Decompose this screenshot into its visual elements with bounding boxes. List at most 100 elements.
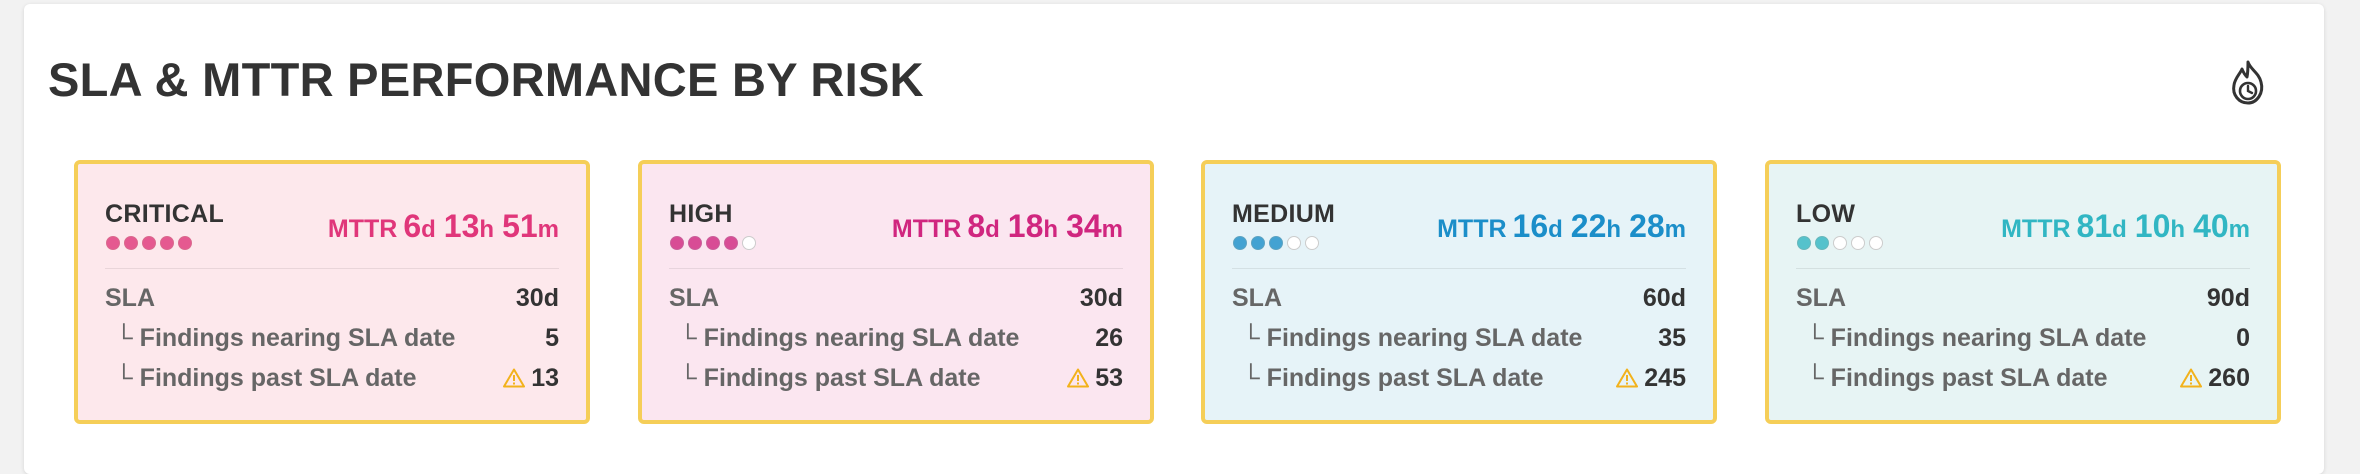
nearing-sla-row[interactable]: └ Findings nearing SLA date 26 [669,324,1123,353]
past-sla-value: 260 [2208,364,2250,392]
sla-value: 90d [2206,284,2250,312]
risk-level-dots [670,236,756,250]
mttr-days: 8 [967,208,986,244]
sla-label: SLA [669,284,719,312]
tree-branch-icon: └ [115,324,133,352]
mttr-hours: 10 [2134,208,2171,244]
tree-branch-icon: └ [1806,324,1824,352]
risk-dot-filled [1251,236,1265,250]
unit-hours: h [1043,216,1059,243]
nearing-sla-label: Findings nearing SLA date [1266,324,1583,352]
risk-dot-filled [1797,236,1811,250]
risk-dot-filled [1815,236,1829,250]
past-sla-label: Findings past SLA date [139,364,417,392]
nearing-sla-value: 35 [1658,324,1686,352]
past-sla-row[interactable]: └ Findings past SLA date 53 [669,364,1123,393]
risk-dot-filled [160,236,174,250]
mttr-value: MTTR 81d 10h 40m [2001,208,2250,245]
panel-title: SLA & MTTR PERFORMANCE BY RISK [48,53,924,106]
nearing-sla-value: 0 [2236,324,2250,352]
unit-days: d [421,216,436,243]
past-sla-row[interactable]: └ Findings past SLA date 13 [105,364,559,393]
sla-row: SLA 60d [1232,284,1686,313]
mttr-label: MTTR [327,215,398,243]
nearing-sla-row[interactable]: └ Findings nearing SLA date 5 [105,324,559,353]
unit-minutes: m [1664,216,1686,243]
mttr-label: MTTR [2001,215,2071,243]
risk-card-low[interactable]: LOW MTTR 81d 10h 40m SLA 90d └ Findings nea… [1765,160,2281,424]
risk-dot-filled [106,236,120,250]
flame-clock-icon[interactable] [2226,59,2270,107]
divider [1796,268,2250,269]
past-sla-value: 13 [531,364,559,392]
risk-dot-filled [1269,236,1283,250]
risk-dot-empty [742,236,756,250]
risk-dot-empty [1833,236,1847,250]
past-sla-row[interactable]: └ Findings past SLA date 260 [1796,364,2250,393]
unit-hours: h [2170,216,2186,243]
past-sla-value-wrap: 53 [1067,364,1123,393]
mttr-label: MTTR [1437,215,1507,243]
divider [1232,268,1686,269]
unit-days: d [1548,216,1563,243]
past-sla-value: 245 [1644,364,1686,392]
mttr-minutes: 51 [502,208,538,244]
warning-triangle-icon [1616,368,1639,388]
risk-name: MEDIUM [1232,200,1336,228]
unit-days: d [985,216,1000,243]
nearing-sla-value: 5 [545,324,559,352]
mttr-hours: 18 [1007,208,1044,244]
warning-triangle-icon [1067,368,1090,388]
sla-label: SLA [105,284,155,312]
mttr-minutes: 34 [1066,208,1102,244]
risk-dot-empty [1851,236,1865,250]
past-sla-value-wrap: 13 [503,364,559,393]
mttr-value: MTTR 16d 22h 28m [1437,208,1686,245]
nearing-sla-row[interactable]: └ Findings nearing SLA date 35 [1232,324,1686,353]
risk-dot-empty [1305,236,1319,250]
mttr-minutes: 40 [2193,208,2229,244]
risk-dot-filled [724,236,738,250]
mttr-label: MTTR [891,215,962,243]
mttr-days: 6 [403,208,422,244]
risk-level-dots [1797,236,1883,250]
tree-branch-icon: └ [679,364,697,392]
unit-hours: h [479,216,495,243]
past-sla-label: Findings past SLA date [1830,364,2108,392]
unit-minutes: m [2228,216,2250,243]
mttr-value: MTTR 8d 18h 34m [892,208,1123,245]
past-sla-label: Findings past SLA date [1266,364,1544,392]
nearing-sla-label: Findings nearing SLA date [1830,324,2147,352]
nearing-sla-label: Findings nearing SLA date [703,324,1020,352]
sla-row: SLA 30d [105,284,559,313]
mttr-value: MTTR 6d 13h 51m [328,208,559,245]
risk-dot-filled [124,236,138,250]
sla-value: 30d [1079,284,1123,312]
risk-dot-filled [670,236,684,250]
tree-branch-icon: └ [1242,324,1260,352]
unit-hours: h [1606,216,1622,243]
nearing-sla-label: Findings nearing SLA date [139,324,456,352]
mttr-days: 16 [1512,208,1549,244]
unit-minutes: m [1101,216,1123,243]
risk-name: LOW [1796,200,1856,228]
sla-row: SLA 90d [1796,284,2250,313]
warning-triangle-icon [2180,368,2203,388]
past-sla-row[interactable]: └ Findings past SLA date 245 [1232,364,1686,393]
mttr-days: 81 [2076,208,2113,244]
unit-minutes: m [537,216,559,243]
risk-name: CRITICAL [105,200,225,228]
risk-card-medium[interactable]: MEDIUM MTTR 16d 22h 28m SLA 60d └ Findings … [1201,160,1717,424]
sla-label: SLA [1232,284,1282,312]
nearing-sla-row[interactable]: └ Findings nearing SLA date 0 [1796,324,2250,353]
warning-triangle-icon [503,368,526,388]
mttr-minutes: 28 [1629,208,1665,244]
risk-dot-filled [706,236,720,250]
divider [105,268,559,269]
tree-branch-icon: └ [1806,364,1824,392]
risk-card-critical[interactable]: CRITICAL MTTR 6d 13 h 51m SLA 30d └ Findings… [74,160,590,424]
risk-dot-filled [688,236,702,250]
divider [669,268,1123,269]
tree-branch-icon: └ [115,364,133,392]
risk-card-high[interactable]: HIGH MTTR 8d 18h 34m SLA 30d └ Findings nea… [638,160,1154,424]
